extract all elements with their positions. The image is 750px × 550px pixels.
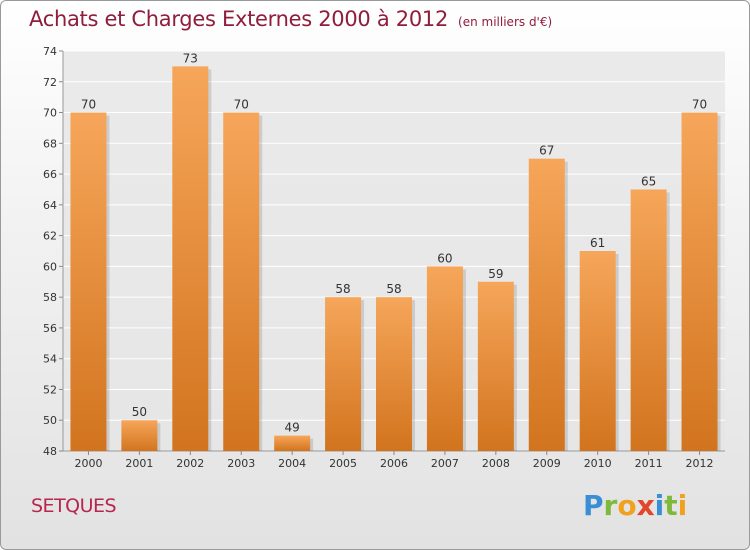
- data-label: 67: [539, 144, 554, 158]
- y-tick-label: 72: [43, 76, 57, 89]
- x-tick-label: 2006: [380, 457, 408, 470]
- y-tick-label: 52: [43, 383, 57, 396]
- chart-title-text: Achats et Charges Externes 2000 à 2012: [29, 7, 449, 31]
- x-tick-label: 2003: [227, 457, 255, 470]
- bar: [325, 297, 362, 451]
- x-tick-label: 2005: [329, 457, 357, 470]
- x-tick-label: 2000: [74, 457, 102, 470]
- y-tick-label: 50: [43, 414, 57, 427]
- chart-subtitle: (en milliers d'€): [458, 15, 553, 29]
- bar: [274, 435, 311, 451]
- bar: [121, 420, 158, 451]
- y-tick-label: 48: [43, 445, 57, 458]
- data-label: 65: [641, 174, 656, 188]
- commune-name: SETQUES: [31, 495, 117, 517]
- y-tick-label: 70: [43, 107, 57, 120]
- data-label: 70: [81, 98, 96, 112]
- y-tick-label: 56: [43, 322, 57, 335]
- bar: [528, 158, 565, 451]
- bar: [70, 112, 107, 452]
- x-tick-label: 2008: [482, 457, 510, 470]
- y-tick-label: 62: [43, 230, 57, 243]
- logo-letter: x: [636, 489, 655, 522]
- x-tick-label: 2002: [176, 457, 204, 470]
- x-tick-label: 2010: [584, 457, 612, 470]
- y-tick-label: 74: [43, 45, 57, 58]
- data-label: 58: [386, 282, 401, 296]
- data-label: 49: [285, 421, 300, 435]
- bar: [681, 112, 718, 452]
- logo-letter: r: [603, 489, 618, 522]
- y-tick-label: 64: [43, 199, 57, 212]
- bar: [630, 189, 667, 451]
- y-tick-label: 68: [43, 137, 57, 150]
- x-tick-label: 2007: [431, 457, 459, 470]
- data-label: 73: [183, 51, 198, 65]
- bar: [172, 66, 209, 451]
- data-label: 58: [335, 282, 350, 296]
- data-label: 59: [488, 267, 503, 281]
- data-label: 61: [590, 236, 605, 250]
- data-label: 60: [437, 251, 452, 265]
- y-tick-label: 58: [43, 291, 57, 304]
- chart-title: Achats et Charges Externes 2000 à 2012 (e…: [29, 7, 552, 31]
- logo-letter: i: [677, 489, 688, 522]
- x-tick-label: 2012: [686, 457, 714, 470]
- bar: [426, 266, 463, 451]
- plot-area: 48 50 52 54 56 58 60 62 64 66 68 70 72 74 70 2000 50 2001…: [43, 45, 725, 470]
- proxiti-logo: Proxiti: [583, 489, 687, 522]
- x-tick-label: 2009: [533, 457, 561, 470]
- bar: [579, 251, 616, 451]
- bar: [477, 281, 514, 451]
- logo-letter: i: [654, 489, 665, 522]
- x-tick-label: 2011: [635, 457, 663, 470]
- y-tick-label: 60: [43, 260, 57, 273]
- logo-letter: o: [617, 489, 637, 522]
- x-tick-label: 2004: [278, 457, 306, 470]
- data-label: 70: [692, 98, 707, 112]
- bar: [376, 297, 412, 451]
- logo-letter: P: [583, 489, 604, 522]
- y-tick-label: 54: [43, 353, 57, 366]
- x-tick-label: 2001: [125, 457, 153, 470]
- bar: [223, 112, 260, 452]
- data-label: 50: [132, 405, 147, 419]
- data-label: 70: [234, 98, 249, 112]
- y-tick-label: 66: [43, 168, 57, 181]
- logo-letter: t: [664, 489, 678, 522]
